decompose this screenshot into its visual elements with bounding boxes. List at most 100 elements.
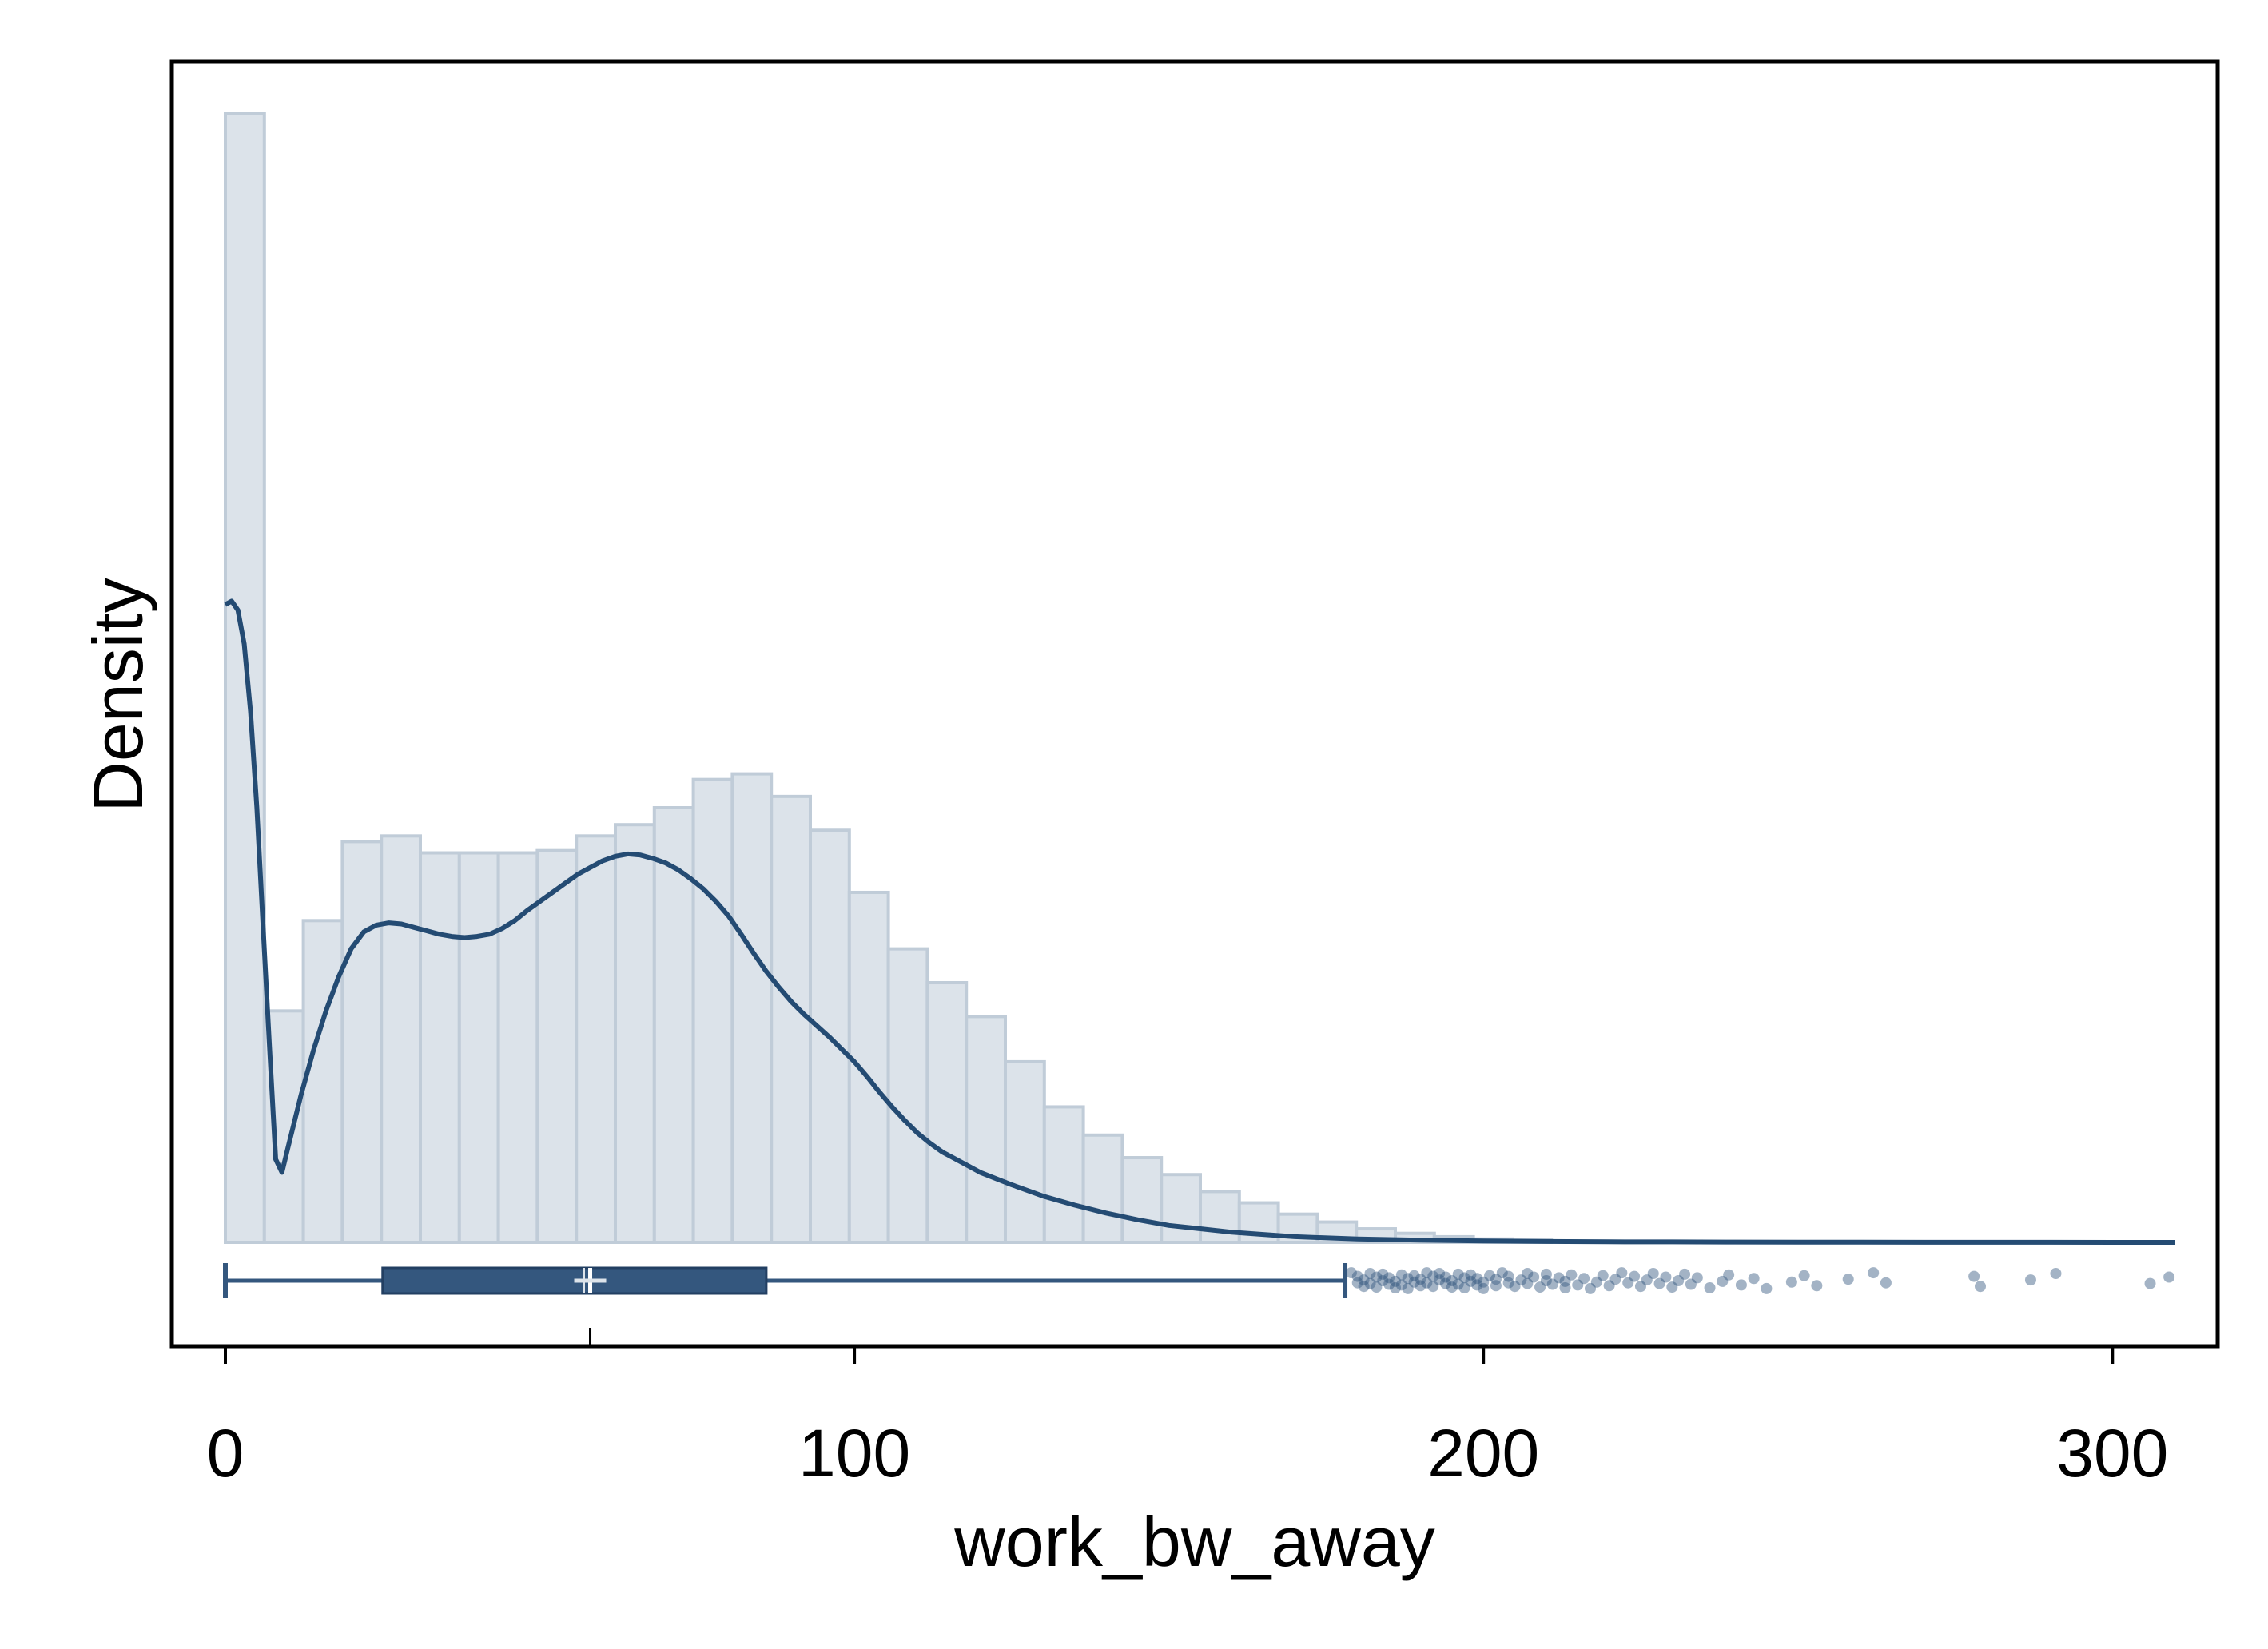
outlier-point: [1723, 1269, 1735, 1281]
outlier-point: [1390, 1275, 1401, 1287]
x-axis: 0 100 200 300: [207, 1328, 2168, 1491]
outlier-point: [1465, 1275, 1477, 1287]
x-tick-label: 200: [1427, 1416, 1539, 1491]
outlier-point: [1345, 1267, 1357, 1279]
outlier-point: [1585, 1282, 1596, 1294]
density-curve: [224, 598, 2175, 1245]
outlier-point: [1597, 1270, 1609, 1281]
histogram-bar: [847, 890, 890, 1244]
histogram-bar: [965, 1015, 1007, 1245]
outlier-point: [1490, 1274, 1502, 1285]
histogram-bar: [1081, 1133, 1124, 1245]
histogram-bar: [770, 794, 813, 1244]
histogram-bar: [652, 805, 695, 1244]
outlier-point: [1761, 1282, 1773, 1294]
outlier-point: [1572, 1279, 1584, 1291]
outlier-point: [1358, 1274, 1370, 1286]
outlier-point: [1502, 1277, 1514, 1289]
outlier-point: [1666, 1281, 1678, 1293]
outlier-point: [1609, 1274, 1621, 1285]
outlier-point: [1383, 1278, 1395, 1290]
outlier-point: [1685, 1278, 1697, 1290]
outlier-point: [1634, 1281, 1646, 1293]
outlier-point: [1647, 1268, 1659, 1279]
histogram-bar: [730, 772, 774, 1244]
outlier-point: [1673, 1275, 1685, 1286]
outlier-point: [1603, 1280, 1615, 1292]
outlier-points: [1345, 1267, 2175, 1294]
outlier-point: [1452, 1278, 1464, 1290]
outlier-point: [1660, 1271, 1672, 1283]
outlier-point: [1691, 1272, 1703, 1284]
y-axis-title: Density: [78, 578, 157, 812]
outlier-point: [1371, 1271, 1383, 1283]
outlier-point: [1478, 1276, 1490, 1288]
outlier-point: [1811, 1280, 1823, 1292]
outlier-point: [1471, 1279, 1483, 1291]
outlier-point: [1522, 1277, 1534, 1289]
histogram-bar: [1160, 1173, 1202, 1244]
outlier-point: [1452, 1268, 1464, 1280]
histogram-bar: [886, 947, 929, 1244]
histogram-bar: [1120, 1156, 1164, 1245]
outlier-point: [1559, 1275, 1571, 1287]
outlier-point: [1679, 1268, 1691, 1280]
outlier-point: [1377, 1268, 1389, 1280]
outlier-point: [1622, 1277, 1634, 1289]
histogram-bar: [614, 823, 656, 1244]
outlier-point: [1427, 1270, 1439, 1282]
outlier-point: [1798, 1270, 1810, 1281]
outlier-point: [1653, 1277, 1665, 1289]
histogram-bar: [419, 851, 461, 1244]
histogram-bar: [224, 112, 266, 1244]
histogram-bar: [535, 848, 579, 1244]
outlier-point: [1465, 1269, 1477, 1281]
outlier-point: [1364, 1268, 1376, 1279]
outlier-point: [1439, 1277, 1451, 1289]
outlier-point: [1458, 1282, 1470, 1293]
outlier-point: [1415, 1274, 1426, 1285]
outlier-point: [1383, 1272, 1395, 1284]
histogram-bar: [301, 919, 344, 1245]
outlier-point: [1408, 1276, 1420, 1288]
outlier-point: [1578, 1273, 1590, 1285]
histogram-bar: [575, 834, 618, 1244]
histogram-bar: [925, 981, 969, 1244]
outlier-point: [1629, 1270, 1641, 1282]
outlier-point: [1968, 1270, 1980, 1282]
outlier-point: [1528, 1271, 1540, 1283]
outlier-point: [1735, 1279, 1747, 1291]
outlier-point: [2163, 1271, 2175, 1283]
x-tick-label: 0: [207, 1416, 245, 1491]
outlier-point: [1395, 1269, 1407, 1281]
outlier-point: [1566, 1269, 1578, 1281]
outlier-point: [1502, 1270, 1514, 1282]
outlier-point: [1540, 1268, 1552, 1280]
outlier-point: [1509, 1281, 1521, 1293]
outlier-point: [1880, 1277, 1892, 1289]
histogram-bar: [380, 834, 423, 1244]
outlier-point: [1559, 1282, 1571, 1293]
outlier-point: [1590, 1276, 1602, 1288]
outlier-point: [1358, 1281, 1370, 1293]
outlier-point: [1402, 1273, 1414, 1285]
outlier-point: [1785, 1276, 1797, 1288]
histogram-bar: [1004, 1059, 1046, 1245]
x-tick-label: 300: [2056, 1416, 2168, 1491]
outlier-point: [2024, 1274, 2036, 1286]
outlier-point: [1371, 1281, 1383, 1293]
outlier-point: [1748, 1273, 1760, 1285]
outlier-point: [1364, 1277, 1376, 1289]
outlier-point: [1351, 1270, 1363, 1282]
outlier-point: [1496, 1267, 1508, 1279]
outlier-point: [1553, 1272, 1565, 1284]
box-plot: [223, 1263, 1348, 1298]
outlier-point: [1351, 1277, 1363, 1289]
histogram-bar: [457, 851, 500, 1244]
outlier-point: [1390, 1282, 1401, 1293]
outlier-point: [1434, 1268, 1446, 1279]
histogram-bar: [1199, 1190, 1241, 1245]
outlier-point: [1446, 1281, 1458, 1293]
outlier-point: [1540, 1275, 1552, 1286]
